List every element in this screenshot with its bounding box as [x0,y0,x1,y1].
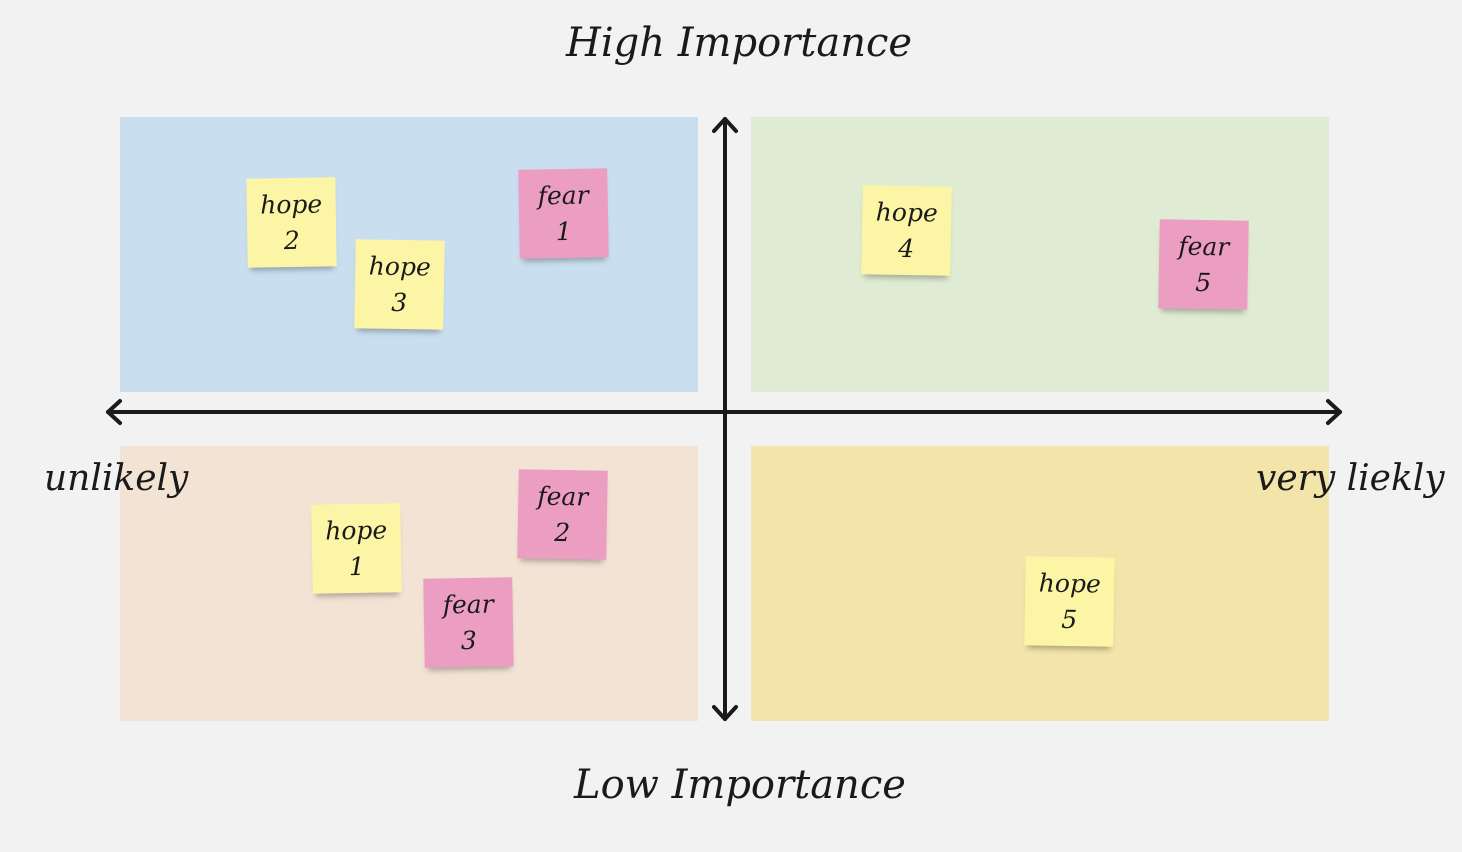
note-label: fear [1178,231,1230,261]
sticky-note[interactable]: fear 5 [1158,219,1249,310]
note-number: 2 [553,517,571,547]
note-number: 4 [897,233,915,263]
note-label: hope [259,188,323,220]
sticky-note[interactable]: hope 5 [1024,556,1115,647]
note-number: 3 [390,287,408,317]
arrow-head [1326,399,1342,425]
note-label: fear [442,589,494,619]
axis-label: Low Importance [574,762,906,808]
note-label: hope [368,250,432,282]
arrow-head [712,705,738,721]
note-number: 5 [1060,604,1078,634]
note-number: 1 [555,216,573,246]
note-label: hope [875,196,939,228]
sticky-note[interactable]: fear 3 [423,577,514,668]
note-number: 5 [1194,267,1212,297]
sticky-note[interactable]: fear 1 [518,168,609,259]
sticky-note[interactable]: hope 3 [354,239,445,330]
sticky-note[interactable]: hope 4 [861,185,952,276]
note-number: 2 [283,225,301,255]
note-label: hope [1038,567,1102,599]
axis-label: very liekly [1256,458,1445,499]
sticky-note[interactable]: fear 2 [517,469,608,560]
arrow-head [106,399,122,425]
note-label: hope [324,514,388,546]
note-number: 1 [348,551,366,581]
note-label: fear [537,481,589,511]
axis-label: High Importance [566,20,913,66]
note-label: fear [537,180,589,210]
sticky-note[interactable]: hope 2 [246,177,337,268]
note-number: 3 [460,625,478,655]
arrow-head [712,117,738,133]
sticky-note[interactable]: hope 1 [311,503,402,594]
axis-label: unlikely [44,458,189,499]
